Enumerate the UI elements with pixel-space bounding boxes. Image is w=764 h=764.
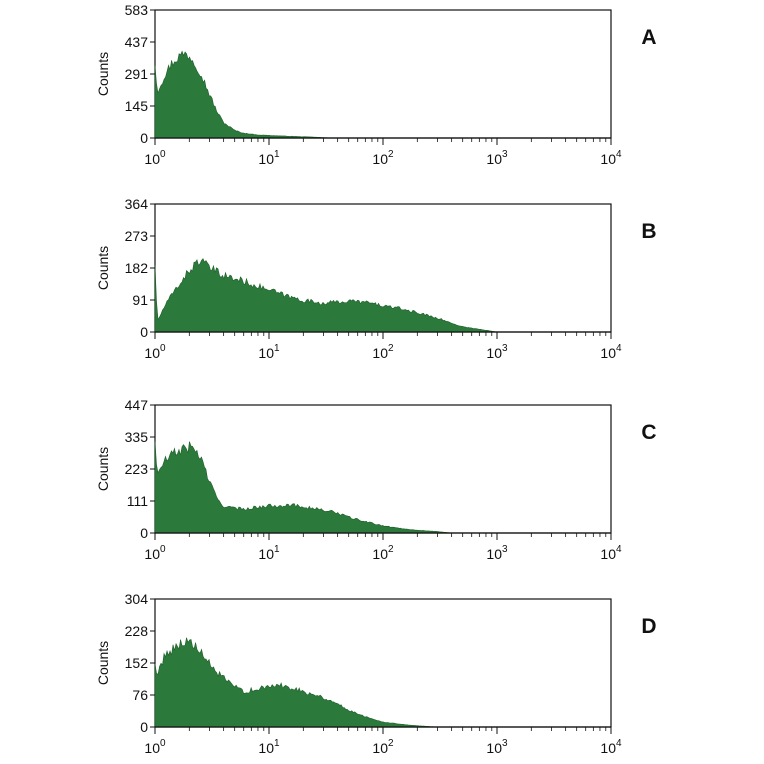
x-tick-label: 101 [258,149,280,167]
y-tick-label: 335 [125,429,149,445]
panel-label: D [641,615,656,638]
y-tick-label: 0 [140,525,148,541]
x-tick-base: 10 [258,546,274,562]
x-tick-base: 10 [372,546,388,562]
x-tick-exponent: 4 [616,544,622,555]
y-tick-label: 583 [125,2,149,18]
x-tick-label: 101 [258,544,280,562]
x-tick-exponent: 3 [502,149,508,160]
x-tick-base: 10 [372,740,388,756]
x-tick-label: 104 [600,149,622,167]
x-tick-base: 10 [486,345,502,361]
x-tick-base: 10 [258,151,274,167]
x-tick-base: 10 [600,740,616,756]
panel-label: A [641,26,656,49]
y-tick-label: 111 [127,493,148,509]
x-tick-exponent: 2 [388,544,394,555]
x-tick-exponent: 0 [160,544,166,555]
y-tick-label: 145 [125,98,149,114]
y-tick-label: 0 [140,130,148,146]
y-tick-label: 228 [125,623,149,639]
x-tick-label: 100 [144,544,166,562]
y-tick-label: 273 [125,228,149,244]
x-tick-label: 100 [144,149,166,167]
x-tick-base: 10 [600,151,616,167]
x-tick-label: 102 [372,343,394,361]
y-tick-label: 304 [125,591,149,607]
x-tick-label: 103 [486,544,508,562]
x-tick-exponent: 4 [616,343,622,354]
y-tick-label: 437 [125,34,149,50]
x-tick-base: 10 [144,151,160,167]
histogram-area [154,50,332,139]
histogram-area [154,441,452,534]
y-tick-label: 182 [125,260,149,276]
y-tick-label: 447 [125,397,149,413]
y-tick-label: 91 [132,292,148,308]
histogram-area [154,258,498,333]
y-tick-label: 291 [125,66,149,82]
x-tick-base: 10 [258,345,274,361]
x-tick-label: 103 [486,343,508,361]
x-tick-label: 100 [144,738,166,756]
y-tick-label: 223 [125,461,149,477]
x-tick-label: 103 [486,738,508,756]
y-tick-label: 76 [132,687,148,703]
x-tick-base: 10 [144,546,160,562]
x-tick-label: 102 [372,544,394,562]
y-tick-label: 0 [140,719,148,735]
x-tick-base: 10 [372,151,388,167]
x-tick-exponent: 2 [388,149,394,160]
x-tick-exponent: 3 [502,544,508,555]
x-tick-base: 10 [600,345,616,361]
x-tick-base: 10 [486,740,502,756]
x-tick-exponent: 2 [388,738,394,749]
x-tick-exponent: 1 [274,343,280,354]
x-tick-base: 10 [258,740,274,756]
histogram-area [154,637,438,728]
y-tick-label: 0 [140,324,148,340]
x-tick-base: 10 [486,546,502,562]
x-tick-exponent: 4 [616,738,622,749]
x-tick-label: 104 [600,343,622,361]
x-tick-exponent: 0 [160,738,166,749]
y-axis-label: Counts [95,52,111,96]
x-tick-exponent: 0 [160,149,166,160]
x-tick-label: 102 [372,738,394,756]
x-tick-label: 102 [372,149,394,167]
x-tick-exponent: 1 [274,149,280,160]
x-tick-exponent: 3 [502,738,508,749]
x-tick-exponent: 0 [160,343,166,354]
x-tick-label: 101 [258,738,280,756]
x-tick-exponent: 3 [502,343,508,354]
panel-label: C [641,421,656,444]
y-axis-label: Counts [95,447,111,491]
panel-label: B [641,220,656,243]
x-tick-label: 103 [486,149,508,167]
x-tick-label: 100 [144,343,166,361]
x-tick-label: 104 [600,738,622,756]
y-tick-label: 364 [125,196,149,212]
x-tick-label: 104 [600,544,622,562]
x-tick-base: 10 [600,546,616,562]
x-tick-base: 10 [486,151,502,167]
x-tick-base: 10 [144,740,160,756]
x-tick-exponent: 4 [616,149,622,160]
plot-frame [154,9,612,139]
x-tick-exponent: 2 [388,343,394,354]
y-tick-label: 152 [125,655,149,671]
x-tick-label: 101 [258,343,280,361]
y-axis-label: Counts [95,246,111,290]
x-tick-base: 10 [372,345,388,361]
x-tick-exponent: 1 [274,544,280,555]
y-axis-label: Counts [95,641,111,685]
x-tick-exponent: 1 [274,738,280,749]
x-tick-base: 10 [144,345,160,361]
